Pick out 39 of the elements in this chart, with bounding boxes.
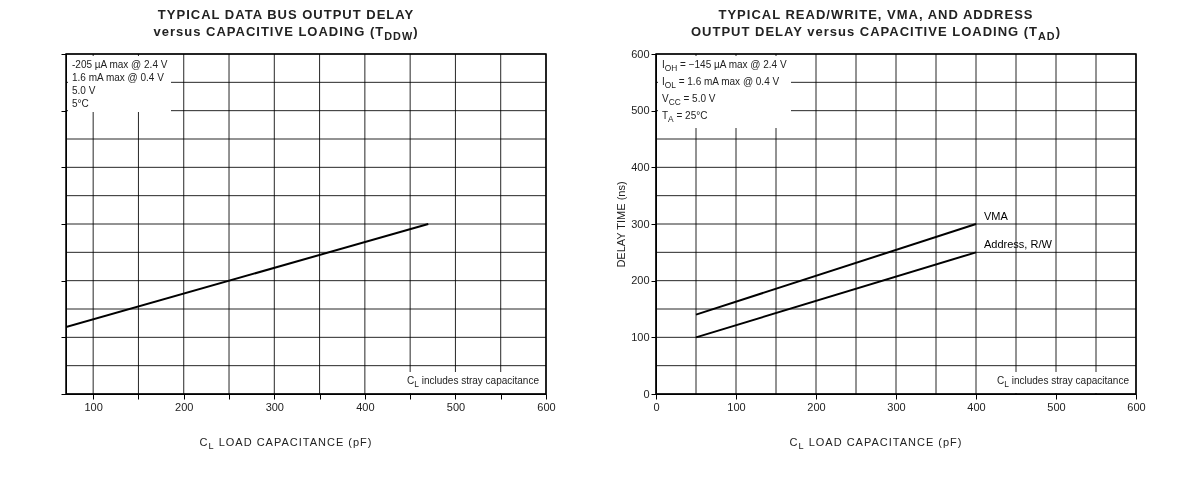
annotation: I$_{OH}$ = −145 µA max @ 2.4 V	[662, 59, 787, 73]
x-axis-title: C$_{L}$ LOAD CAPACITANCE (pF)	[198, 436, 374, 452]
x-tick-label: 500	[1047, 400, 1066, 413]
series-label: Address, R/W	[984, 238, 1053, 251]
annotation: 5.0 V	[72, 85, 96, 96]
x-tick-label: 600	[1127, 400, 1146, 413]
annotation: 5°C	[72, 98, 89, 109]
x-tick-label: 400	[967, 400, 986, 413]
annotation: I$_{OL}$ = 1.6 mA max @ 0.4 V	[662, 76, 780, 90]
y-tick-label: 600	[631, 47, 650, 60]
x-tick-label: 500	[446, 400, 466, 413]
x-tick-label: 100	[84, 400, 103, 413]
chart-subtitle: OUTPUT DELAY versus CAPACITIVE LOADING (T$_{AD}$)	[690, 24, 1061, 42]
y-tick-label: 0	[643, 387, 650, 400]
y-tick-label: 500	[631, 104, 650, 117]
x-tick-label: 100	[727, 400, 746, 413]
chart-title: TYPICAL DATA BUS OUTPUT DELAY	[157, 7, 415, 22]
annotation: C$_{L}$ includes stray capacitance	[993, 372, 1133, 393]
chart-subtitle: versus CAPACITIVE LOADING (T$_{DDW}$)	[153, 24, 419, 42]
x-axis-title: C$_{L}$ LOAD CAPACITANCE (pF)	[788, 436, 964, 452]
annotation: -205 µA max @ 2.4 V	[72, 59, 168, 70]
series-label: VMA	[984, 210, 1009, 222]
annotation: V$_{CC}$ = 5.0 V	[662, 93, 716, 107]
x-tick-label: 200	[807, 400, 826, 413]
y-tick-label: 400	[631, 160, 650, 173]
x-tick-label: 600	[537, 400, 556, 413]
y-axis-title: DELAY TIME (ns)	[615, 181, 628, 268]
x-tick-label: 300	[887, 400, 906, 413]
x-tick-label: 0	[653, 400, 660, 413]
annotation: T$_{A}$ = 25°C	[662, 110, 708, 124]
x-tick-label: 400	[356, 400, 375, 413]
annotation: C$_{L}$ includes stray capacitance	[403, 372, 543, 393]
y-tick-label: 300	[631, 217, 650, 230]
x-tick-label: 200	[175, 400, 194, 413]
x-tick-label: 300	[265, 400, 284, 413]
y-tick-label: 200	[631, 274, 650, 287]
chart-title: TYPICAL READ/WRITE, VMA, AND ADDRESS	[718, 7, 1034, 22]
y-tick-label: 100	[631, 330, 650, 343]
annotation: 1.6 mA max @ 0.4 V	[72, 72, 164, 83]
